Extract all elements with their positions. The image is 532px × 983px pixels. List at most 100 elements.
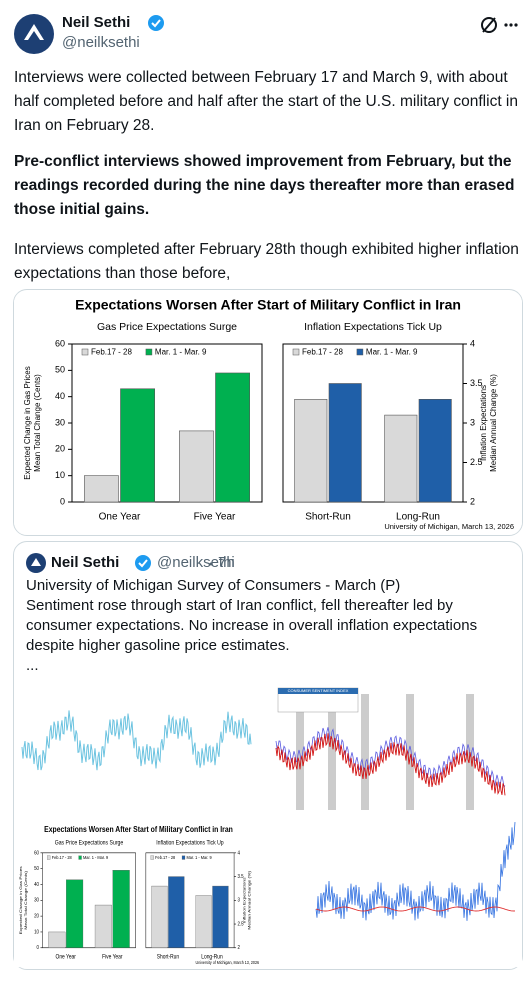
y-tick-label: 4 (470, 338, 475, 348)
bar (112, 870, 130, 948)
thumb-bg (266, 821, 522, 967)
thumbnail-chart[interactable]: Expectations Worsen After Start of Milit… (14, 821, 263, 967)
y-axis-label: Inflation Expectations (479, 385, 488, 461)
bar (120, 388, 156, 503)
y-tick-label: 60 (55, 338, 65, 348)
legend-label: Mar. 1 - Mar. 9 (155, 348, 207, 357)
quote-time: 7h (218, 554, 235, 571)
bar (294, 399, 328, 503)
author-handle[interactable]: @neilksethi (62, 34, 140, 51)
legend-label: Feb.17 - 28 (155, 855, 176, 860)
y-axis-label: Inflation Expectations (242, 877, 246, 923)
x-tick-label: Five Year (102, 954, 123, 961)
bar (328, 383, 362, 503)
figure-title: Expectations Worsen After Start of Milit… (75, 297, 461, 313)
thumb-line (315, 822, 516, 921)
y-tick-label: 2 (470, 496, 475, 506)
recession-band (466, 694, 474, 810)
x-tick-label: Five Year (194, 512, 236, 523)
y-axis-label: Expected Change in Gas Prices (18, 865, 22, 934)
chart-image[interactable]: Expectations Worsen After Start of Milit… (13, 289, 523, 536)
thumbnail-sentiment[interactable] (14, 686, 263, 818)
y-tick-label: 20 (34, 913, 39, 920)
recession-band (406, 694, 414, 810)
bar (168, 876, 185, 948)
post-text: Interviews completed after February 28th… (14, 241, 519, 282)
legend-swatch (47, 855, 51, 860)
legend-label: Mar. 1 - Mar. 9 (83, 855, 109, 860)
bar (66, 879, 84, 948)
y-axis-label: Mean Total Change (Cents) (23, 870, 27, 929)
avatar[interactable] (14, 14, 54, 54)
post-text: Pre-conflict interviews showed improveme… (14, 153, 515, 218)
thumb-line (315, 906, 516, 912)
thumb-header (278, 688, 358, 694)
legend-label: Feb.17 - 28 (91, 348, 132, 357)
thumb-line (21, 710, 252, 771)
panel-title: Gas Price Expectations Surge (55, 840, 124, 847)
verified-badge (148, 15, 164, 31)
x-tick-label: Long-Run (396, 512, 440, 523)
bar (94, 904, 112, 948)
legend-label: Mar. 1 - Mar. 9 (366, 348, 418, 357)
verified-badge (135, 555, 151, 571)
y-tick-label: 2 (238, 945, 241, 952)
x-tick-label: Long-Run (201, 954, 222, 961)
x-tick-label: Short-Run (157, 954, 179, 961)
legend-swatch (181, 855, 186, 860)
legend-label: Feb.17 - 28 (52, 855, 73, 860)
panel-title: Inflation Expectations Tick Up (304, 321, 442, 333)
thumbnail-index[interactable]: CONSUMER SENTIMENT INDEX (266, 686, 522, 818)
bar (418, 399, 452, 503)
y-tick-label: 10 (34, 929, 39, 936)
bar (84, 475, 119, 503)
separator-dot (209, 562, 213, 566)
x-tick-label: One Year (99, 512, 141, 523)
y-tick-label: 3.5 (470, 378, 483, 388)
y-tick-label: 3 (470, 417, 475, 427)
x-tick-label: One Year (56, 954, 77, 961)
bar (48, 931, 66, 948)
legend-swatch (292, 348, 300, 356)
figure-source: University of Michigan, March 13, 2026 (196, 960, 260, 965)
thumb-title: CONSUMER SENTIMENT INDEX (288, 688, 349, 693)
y-tick-label: 50 (34, 866, 39, 873)
y-tick-label: 50 (55, 365, 65, 375)
legend-label: Mar. 1 - Mar. 9 (186, 855, 212, 860)
author-name[interactable]: Neil Sethi (62, 14, 131, 31)
bar (215, 372, 251, 503)
thumbnail-inflation[interactable] (266, 821, 522, 967)
x-tick-label: Short-Run (305, 512, 351, 523)
y-tick-label: 0 (37, 945, 40, 952)
y-tick-label: 3.5 (238, 874, 244, 881)
figure-source: University of Michigan, March 13, 2026 (384, 522, 514, 531)
quote-line: ... (26, 657, 39, 674)
legend-swatch (81, 348, 89, 356)
quote-author-name: Neil Sethi (51, 554, 120, 571)
y-axis-label: Median Annual Change (%) (247, 870, 251, 929)
grok-icon[interactable] (480, 14, 520, 36)
y-axis-label: Mean Total Change (Cents) (33, 374, 42, 472)
bar (212, 885, 229, 948)
y-tick-label: 30 (34, 897, 39, 904)
recession-band (328, 694, 336, 810)
recession-band (361, 694, 369, 810)
legend-swatch (150, 855, 154, 860)
y-tick-label: 10 (55, 470, 65, 480)
figure-title: Expectations Worsen After Start of Milit… (44, 825, 233, 835)
y-tick-label: 20 (55, 444, 65, 454)
post-text: Interviews were collected between Februa… (14, 69, 518, 134)
bar (384, 414, 418, 503)
legend-swatch (145, 348, 153, 356)
quoted-post[interactable] (13, 541, 523, 970)
legend-swatch (356, 348, 364, 356)
y-axis-label: Expected Change in Gas Prices (23, 366, 32, 479)
quote-text: University of Michigan Survey of Consume… (26, 576, 516, 676)
quote-author-handle: @neilksethi (157, 554, 235, 571)
panel-title: Gas Price Expectations Surge (97, 321, 237, 333)
thumb-line (275, 733, 506, 796)
recession-band (296, 694, 304, 810)
chart: Expectations Worsen After Start of Milit… (14, 291, 522, 534)
y-tick-label: 0 (60, 496, 65, 506)
bar (179, 430, 214, 503)
